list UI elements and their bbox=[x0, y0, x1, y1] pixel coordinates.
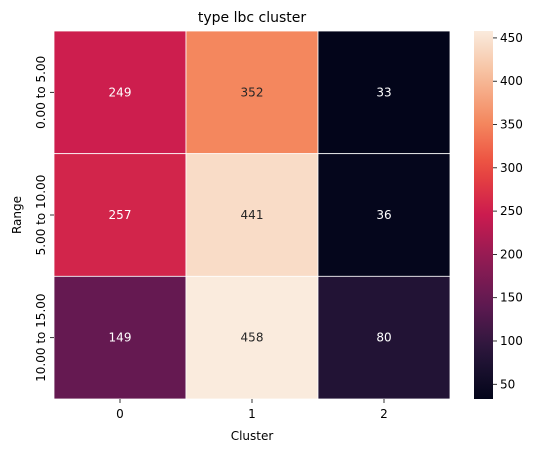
colorbar-tick-label: 350 bbox=[500, 118, 523, 132]
heatmap-cell bbox=[317, 153, 451, 277]
colorbar-gradient bbox=[474, 31, 493, 399]
y-tick-label: 0.00 to 5.00 bbox=[34, 56, 48, 129]
x-axis: 0 1 2 bbox=[116, 399, 388, 421]
chart-title: type lbc cluster bbox=[198, 10, 307, 26]
colorbar-tick-label: 150 bbox=[500, 291, 523, 305]
heatmap-cell bbox=[185, 30, 319, 155]
cell-value-label: 149 bbox=[109, 331, 132, 345]
x-tick-label: 1 bbox=[248, 407, 256, 421]
heatmap-cell bbox=[185, 275, 319, 400]
colorbar-tick-label: 250 bbox=[500, 204, 523, 218]
colorbar-tick-label: 300 bbox=[500, 161, 523, 175]
heatmap-cell bbox=[185, 153, 319, 277]
heatmap-cell bbox=[53, 275, 187, 400]
x-tick-label: 0 bbox=[116, 407, 124, 421]
cell-value-label: 249 bbox=[109, 85, 132, 99]
cell-value-label: 458 bbox=[241, 331, 264, 345]
heatmap-cell bbox=[317, 30, 451, 155]
cell-value-label: 36 bbox=[376, 208, 391, 222]
y-tick-label: 10.00 to 15.00 bbox=[34, 293, 48, 381]
cell-value-label: 33 bbox=[376, 85, 391, 99]
heatmap-cells: 249 352 33 257 441 36 149 458 80 bbox=[53, 30, 451, 400]
x-axis-label: Cluster bbox=[231, 429, 274, 443]
colorbar-tick-label: 100 bbox=[500, 334, 523, 348]
colorbar-tick-label: 400 bbox=[500, 74, 523, 88]
y-axis: 0.00 to 5.00 5.00 to 10.00 10.00 to 15.00 bbox=[34, 56, 54, 382]
heatmap-cell bbox=[53, 30, 187, 155]
x-tick-label: 2 bbox=[380, 407, 388, 421]
y-tick-label: 5.00 to 10.00 bbox=[34, 175, 48, 256]
colorbar: 50 100 150 200 250 300 350 400 450 bbox=[474, 31, 523, 399]
heatmap-cell bbox=[53, 153, 187, 277]
colorbar-tick-label: 50 bbox=[500, 377, 515, 391]
colorbar-tick-label: 200 bbox=[500, 247, 523, 261]
cell-value-label: 441 bbox=[241, 208, 264, 222]
cell-value-label: 257 bbox=[109, 208, 132, 222]
colorbar-tick-label: 450 bbox=[500, 31, 523, 45]
cell-value-label: 80 bbox=[376, 331, 391, 345]
y-axis-label: Range bbox=[10, 196, 24, 234]
cell-value-label: 352 bbox=[241, 85, 264, 99]
